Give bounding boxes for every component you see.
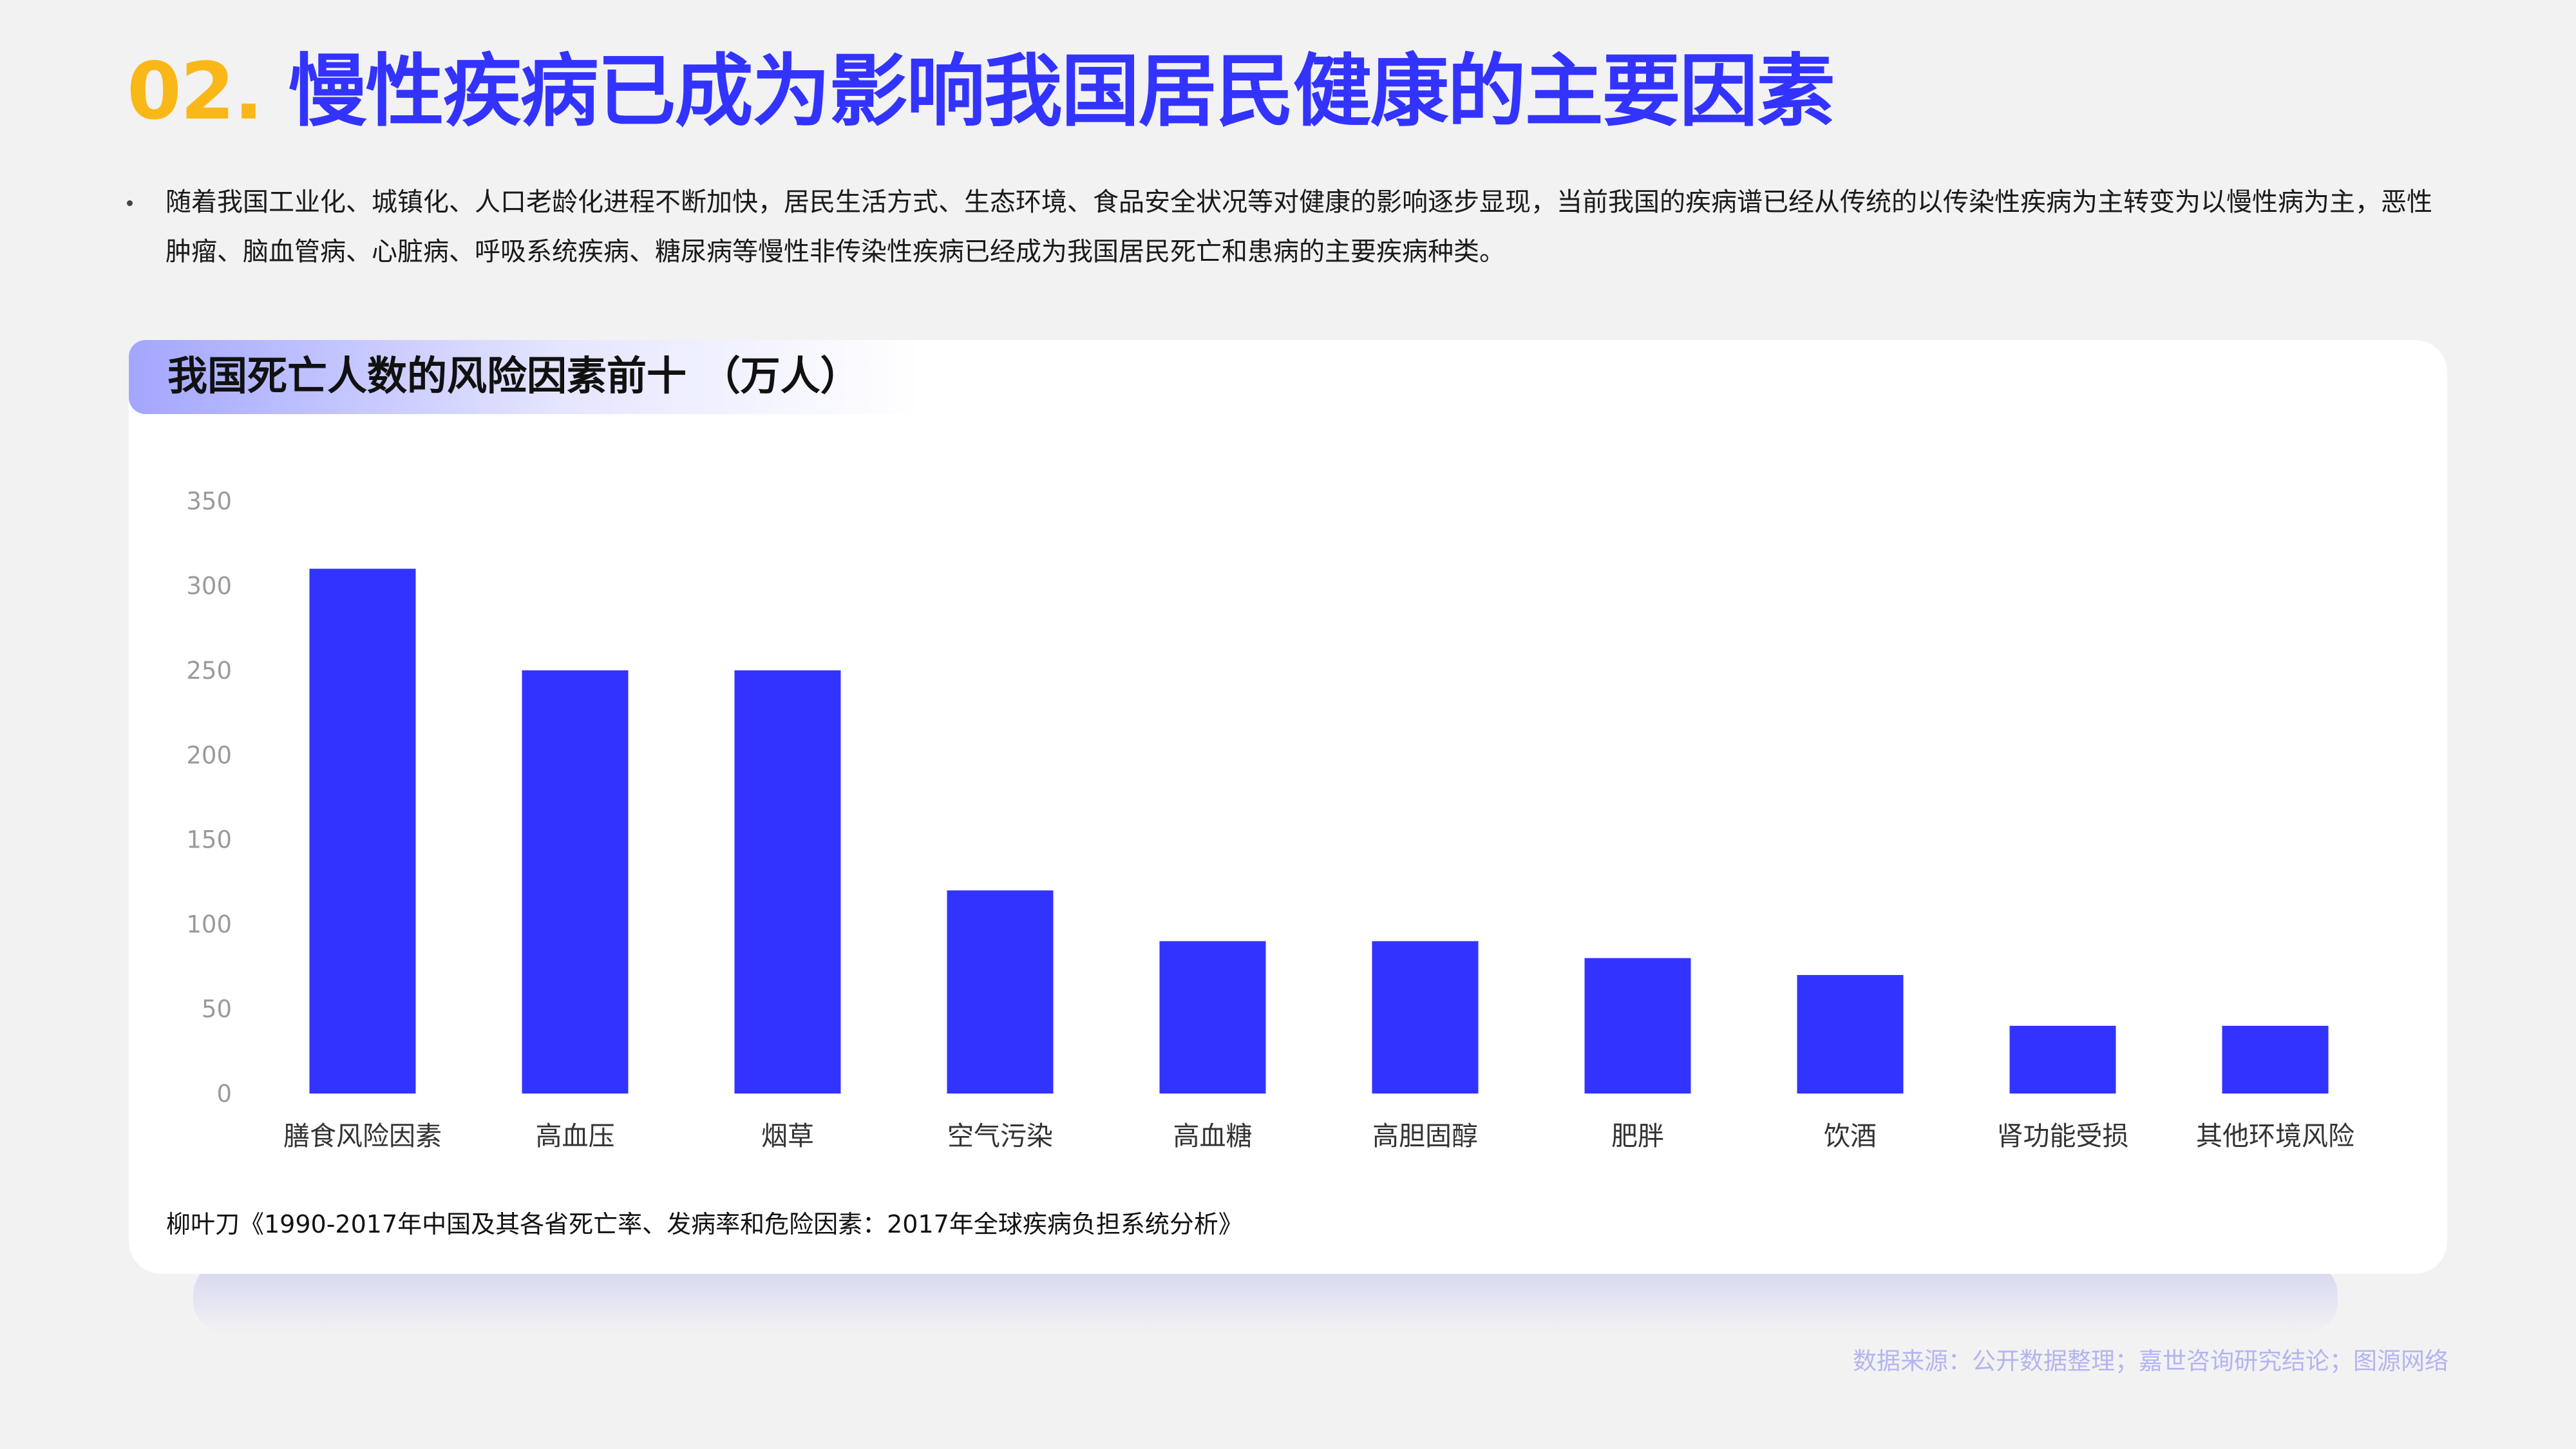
chart-card: 我国死亡人数的风险因素前十 （万人） 0 50 100 150 200 250 300 350… xyxy=(129,340,2447,1274)
x-tick-label: 膳食风险因素 xyxy=(283,1121,442,1151)
x-tick-label: 肾功能受损 xyxy=(1997,1121,2129,1151)
y-tick-label: 200 xyxy=(186,741,232,769)
x-tick-label: 肥胖 xyxy=(1611,1121,1664,1151)
y-tick-label: 300 xyxy=(186,572,232,600)
y-tick-label: 100 xyxy=(186,911,232,938)
bar xyxy=(734,670,841,1094)
x-tick-label: 其他环境风险 xyxy=(2196,1121,2354,1151)
bar xyxy=(2222,1025,2329,1094)
x-tick-label: 高血压 xyxy=(536,1121,615,1151)
y-tick-label: 150 xyxy=(186,826,232,854)
bar xyxy=(1584,958,1691,1094)
section-title: 慢性疾病已成为影响我国居民健康的主要因素 xyxy=(288,46,1835,137)
bar xyxy=(522,670,629,1094)
page-title: 02. 慢性疾病已成为影响我国居民健康的主要因素 xyxy=(127,40,1835,143)
section-number: 02. xyxy=(127,46,263,137)
x-tick-label: 饮酒 xyxy=(1824,1121,1877,1151)
bullet-dot xyxy=(127,200,133,206)
x-tick-label: 烟草 xyxy=(761,1121,814,1151)
data-source-footer: 数据来源：公开数据整理；嘉世咨询研究结论；图源网络 xyxy=(1853,1347,2448,1375)
citation-text: 柳叶刀《1990-2017年中国及其各省死亡率、发病率和危险因素：2017年全球… xyxy=(166,1210,1243,1238)
bar xyxy=(309,569,416,1094)
bar xyxy=(1372,941,1479,1094)
chart-title-banner: 我国死亡人数的风险因素前十 （万人） xyxy=(129,340,921,414)
x-tick-label: 高血糖 xyxy=(1173,1121,1253,1151)
chart-title: 我国死亡人数的风险因素前十 （万人） xyxy=(167,352,860,399)
bar xyxy=(2009,1025,2116,1094)
bar xyxy=(1797,975,1904,1094)
x-tick-label: 高胆固醇 xyxy=(1372,1121,1478,1151)
bar-chart: 0 50 100 150 200 250 300 350 膳食风险因素 高血压 烟草 空气污染 高血糖 高… xyxy=(186,488,2354,1151)
x-tick-label: 空气污染 xyxy=(947,1121,1053,1151)
bar xyxy=(1159,941,1266,1094)
y-tick-label: 50 xyxy=(202,996,232,1023)
card-shadow xyxy=(193,1262,2338,1333)
bar xyxy=(947,890,1054,1094)
bullet-text: 随着我国工业化、城镇化、人口老龄化进程不断加快，居民生活方式、生态环境、食品安全… xyxy=(166,187,2432,267)
y-tick-label: 350 xyxy=(186,488,232,515)
y-tick-label: 250 xyxy=(186,657,232,685)
y-tick-label: 0 xyxy=(216,1080,232,1108)
